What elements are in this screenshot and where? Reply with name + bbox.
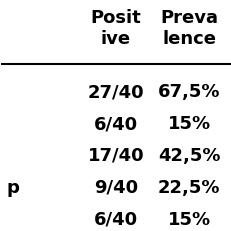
Text: 42,5%: 42,5% [157, 146, 220, 164]
Text: 15%: 15% [167, 210, 210, 228]
Text: 9/40: 9/40 [94, 178, 137, 196]
Text: 15%: 15% [167, 115, 210, 133]
Text: 6/40: 6/40 [94, 115, 137, 133]
Text: 27/40: 27/40 [87, 83, 144, 101]
Text: Posit
ive: Posit ive [90, 9, 141, 48]
Text: 67,5%: 67,5% [157, 83, 220, 101]
Text: 6/40: 6/40 [94, 210, 137, 228]
Text: Preva
lence: Preva lence [160, 9, 217, 48]
Text: 22,5%: 22,5% [157, 178, 220, 196]
Text: p: p [6, 178, 19, 196]
Text: 17/40: 17/40 [87, 146, 144, 164]
